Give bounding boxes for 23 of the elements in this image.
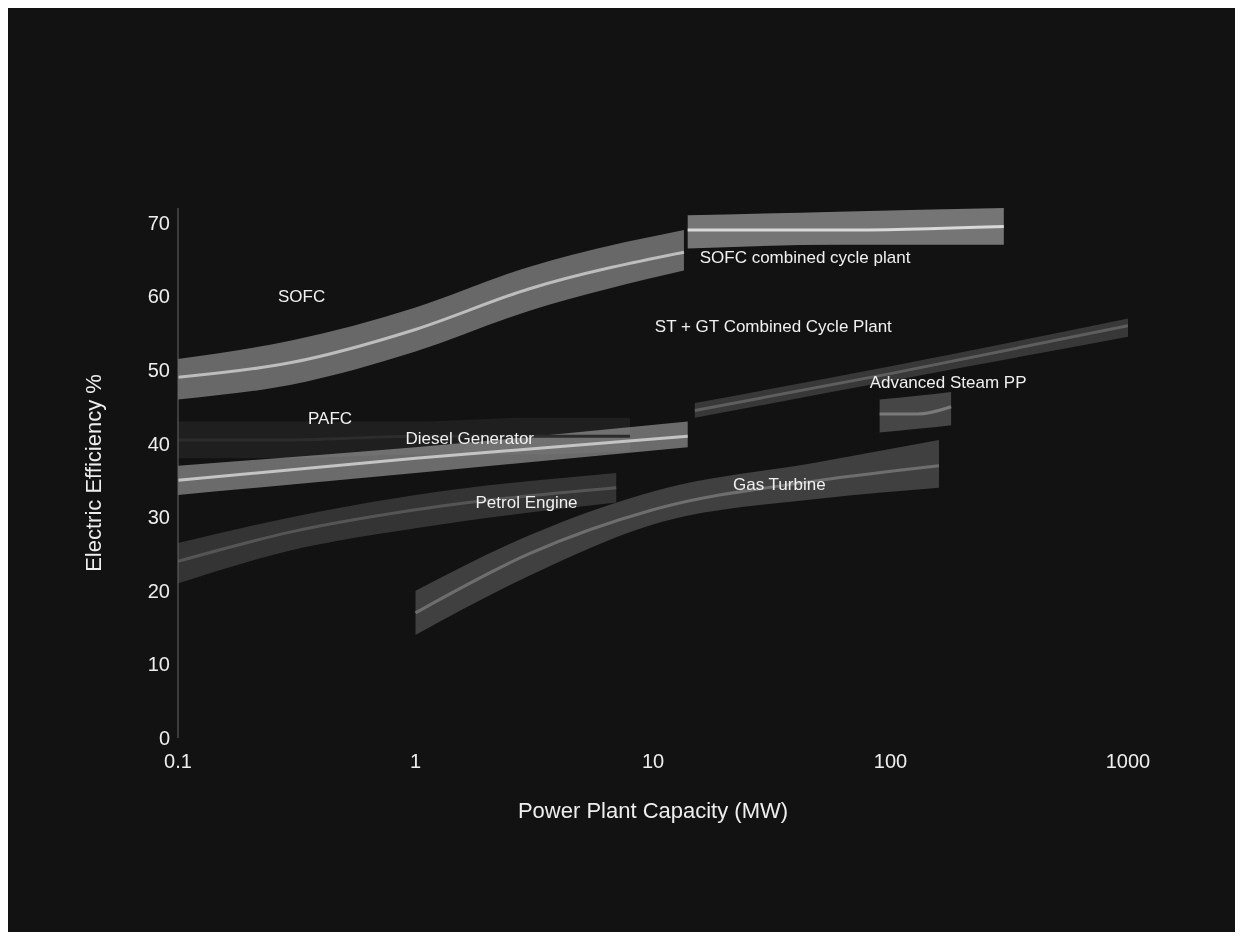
y-axis-title: Electric Efficiency % <box>80 374 106 572</box>
x-tick-label: 100 <box>873 750 908 773</box>
series-label: Gas Turbine <box>733 474 826 494</box>
series-label: Petrol Engine <box>475 492 578 512</box>
x-tick-label: 1 <box>409 750 422 773</box>
series-label: SOFC combined cycle plant <box>699 248 911 268</box>
x-axis-title: Power Plant Capacity (MW) <box>517 798 789 823</box>
y-tick-label: 50 <box>147 359 170 382</box>
series-label: PAFC <box>308 408 353 428</box>
y-tick-label: 20 <box>147 579 170 602</box>
y-tick-label: 70 <box>147 211 170 234</box>
x-tick-label: 10 <box>641 750 665 773</box>
series-label: Diesel Generator <box>405 429 535 449</box>
y-tick-label: 60 <box>147 285 170 308</box>
y-tick-label: 40 <box>147 432 170 455</box>
x-tick-label: 0.1 <box>164 750 192 773</box>
x-tick-label: 1000 <box>1105 750 1151 773</box>
text: SOFC <box>278 287 326 307</box>
series-label: Advanced Steam PP <box>869 373 1027 393</box>
y-tick-label: 10 <box>147 653 170 676</box>
y-tick-label: 30 <box>147 506 170 529</box>
text: ST + GT Combined Cycle Plant <box>654 317 893 337</box>
y-tick-label: 0 <box>158 727 170 750</box>
